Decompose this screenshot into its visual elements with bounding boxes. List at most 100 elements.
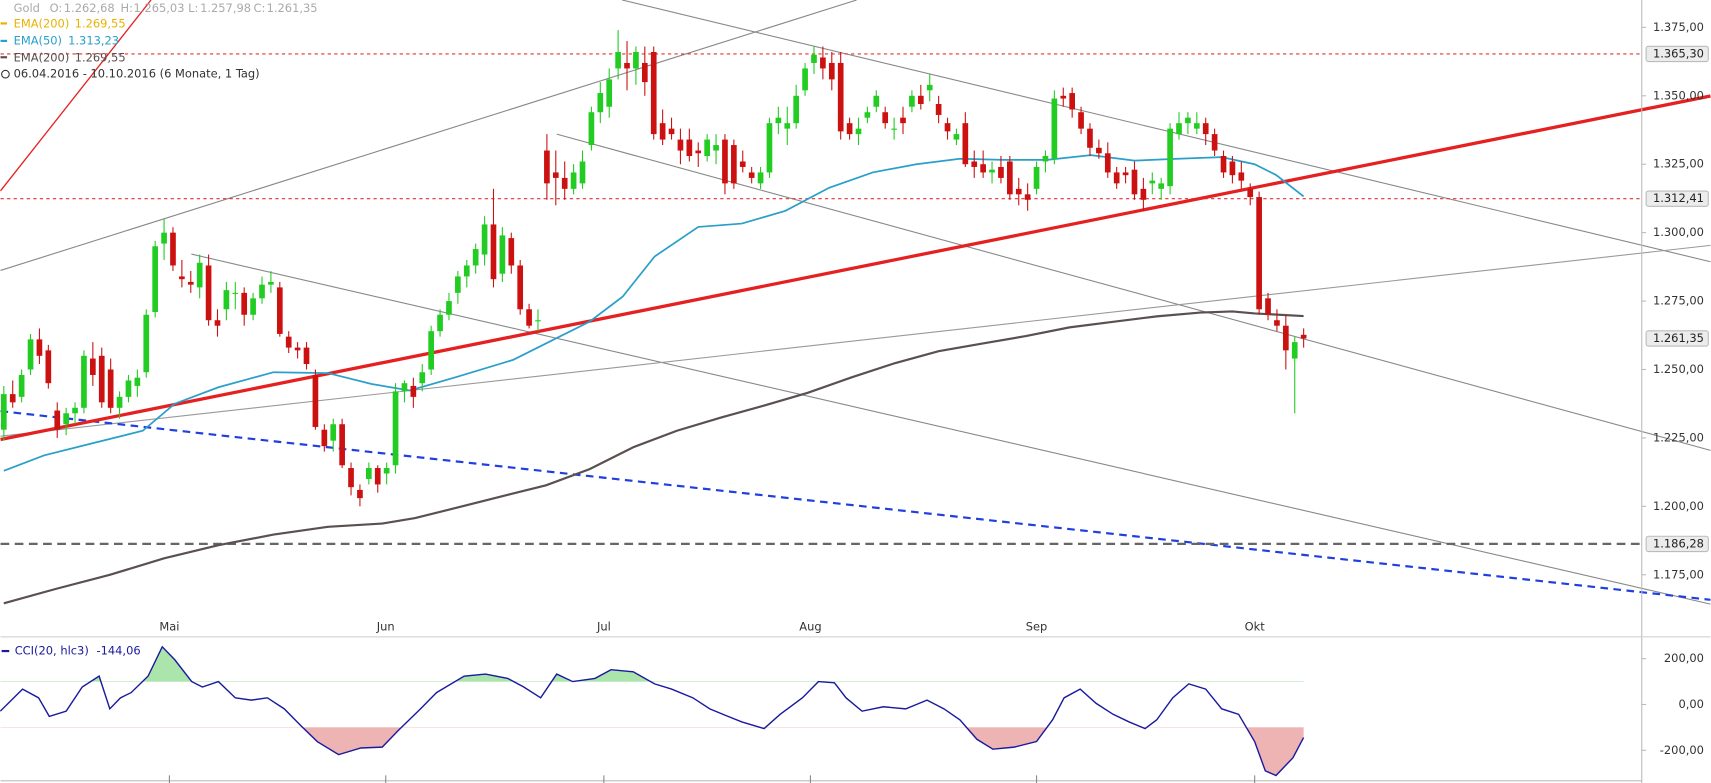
trend-line bbox=[621, 0, 1711, 263]
candle-body bbox=[686, 139, 693, 157]
candle-body bbox=[989, 169, 995, 173]
candle-body bbox=[695, 150, 702, 154]
candle-body bbox=[54, 410, 61, 430]
candle-body bbox=[811, 54, 817, 63]
candle-body bbox=[250, 298, 256, 315]
y-tick-label: 1.225,00 bbox=[1653, 430, 1704, 444]
candle-body bbox=[659, 123, 666, 140]
candle-body bbox=[170, 232, 176, 266]
candle-body bbox=[633, 52, 639, 69]
candle-body bbox=[579, 161, 586, 184]
candle-body bbox=[63, 413, 69, 425]
candle-body bbox=[481, 224, 488, 255]
x-tick-label: Mai bbox=[159, 620, 179, 634]
candle-body bbox=[98, 355, 105, 403]
candle-body bbox=[1256, 197, 1262, 310]
candle-body bbox=[1096, 147, 1102, 154]
candle-body bbox=[116, 396, 123, 408]
candle-body bbox=[187, 281, 194, 285]
candle-body bbox=[828, 62, 835, 80]
candle-body bbox=[1015, 188, 1022, 195]
candle-body bbox=[1300, 334, 1307, 339]
candle-body bbox=[1069, 93, 1076, 110]
candle-body bbox=[588, 112, 595, 146]
ohlc-key: H: bbox=[120, 1, 132, 15]
candle-body bbox=[953, 134, 960, 140]
candle-body bbox=[944, 123, 951, 132]
candle-body bbox=[18, 374, 25, 397]
candle-body bbox=[72, 407, 78, 414]
candle-body bbox=[980, 164, 986, 173]
candles bbox=[0, 30, 1307, 507]
candle-body bbox=[909, 95, 915, 107]
y-tick-label: 1.375,00 bbox=[1653, 20, 1704, 34]
candle-body bbox=[1140, 188, 1147, 200]
level-box bbox=[1645, 330, 1709, 347]
candle-body bbox=[615, 52, 621, 69]
candle-body bbox=[1282, 325, 1289, 351]
candle-body bbox=[428, 331, 434, 370]
candle-body bbox=[437, 314, 443, 332]
x-tick-label: Aug bbox=[799, 620, 821, 634]
candle-body bbox=[535, 320, 541, 322]
candle-body bbox=[1007, 161, 1013, 195]
candle-body bbox=[1202, 123, 1209, 135]
level-label: 1.312,41 bbox=[1653, 191, 1704, 205]
candle-body bbox=[392, 391, 399, 466]
candle-body bbox=[374, 468, 381, 485]
candle-body bbox=[891, 128, 897, 130]
candle-body bbox=[223, 290, 230, 310]
trend-line bbox=[556, 133, 1711, 451]
candle-body bbox=[1078, 112, 1084, 129]
candle-body bbox=[81, 355, 87, 408]
level-label: 1.365,30 bbox=[1653, 46, 1704, 60]
legend-name: EMA(200) bbox=[14, 50, 70, 64]
level-label: 1.186,28 bbox=[1653, 536, 1704, 550]
candle-body bbox=[998, 166, 1004, 178]
candle-body bbox=[27, 339, 34, 370]
instrument-title: Gold bbox=[14, 1, 40, 15]
legend-name: EMA(200) bbox=[14, 16, 70, 30]
candle-body bbox=[330, 424, 337, 441]
legend-value: 1.313,23 bbox=[68, 33, 119, 47]
y-tick-label: 1.175,00 bbox=[1653, 567, 1704, 581]
candle-body bbox=[1024, 194, 1031, 200]
candle-body bbox=[125, 380, 132, 397]
candle-body bbox=[1247, 188, 1254, 198]
ohlc-key: C: bbox=[254, 1, 266, 15]
trend-line bbox=[0, 0, 152, 192]
candle-body bbox=[1176, 123, 1182, 135]
legend-swatch bbox=[1, 649, 10, 653]
candle-body bbox=[650, 52, 657, 135]
x-tick-label: Jun bbox=[376, 620, 395, 634]
ohlc-value: 1.265,03 bbox=[134, 1, 185, 15]
candle-body bbox=[196, 262, 203, 288]
x-tick-label: Jul bbox=[596, 620, 611, 634]
y-tick-label: 200,00 bbox=[1664, 651, 1704, 665]
level-label: 1.261,35 bbox=[1653, 331, 1704, 345]
candle-body bbox=[490, 224, 497, 280]
candle-body bbox=[722, 139, 728, 184]
candle-body bbox=[1238, 172, 1245, 181]
candle-body bbox=[339, 424, 345, 466]
candle-body bbox=[820, 57, 826, 69]
candle-body bbox=[463, 265, 470, 277]
candle-body bbox=[179, 276, 185, 280]
candle-body bbox=[766, 123, 773, 173]
candle-body bbox=[855, 128, 862, 135]
candle-body bbox=[143, 314, 150, 373]
candle-body bbox=[1087, 128, 1093, 148]
candle-body bbox=[90, 358, 96, 375]
y-tick-label: 1.250,00 bbox=[1653, 362, 1704, 376]
candle-body bbox=[1051, 98, 1058, 159]
candle-body bbox=[926, 84, 933, 91]
candle-body bbox=[107, 369, 114, 408]
candle-body bbox=[45, 350, 52, 384]
candle-body bbox=[802, 68, 808, 91]
candle-body bbox=[561, 177, 568, 189]
y-tick-label: 1.275,00 bbox=[1653, 294, 1704, 308]
candle-body bbox=[517, 265, 524, 310]
candle-body bbox=[152, 246, 159, 313]
